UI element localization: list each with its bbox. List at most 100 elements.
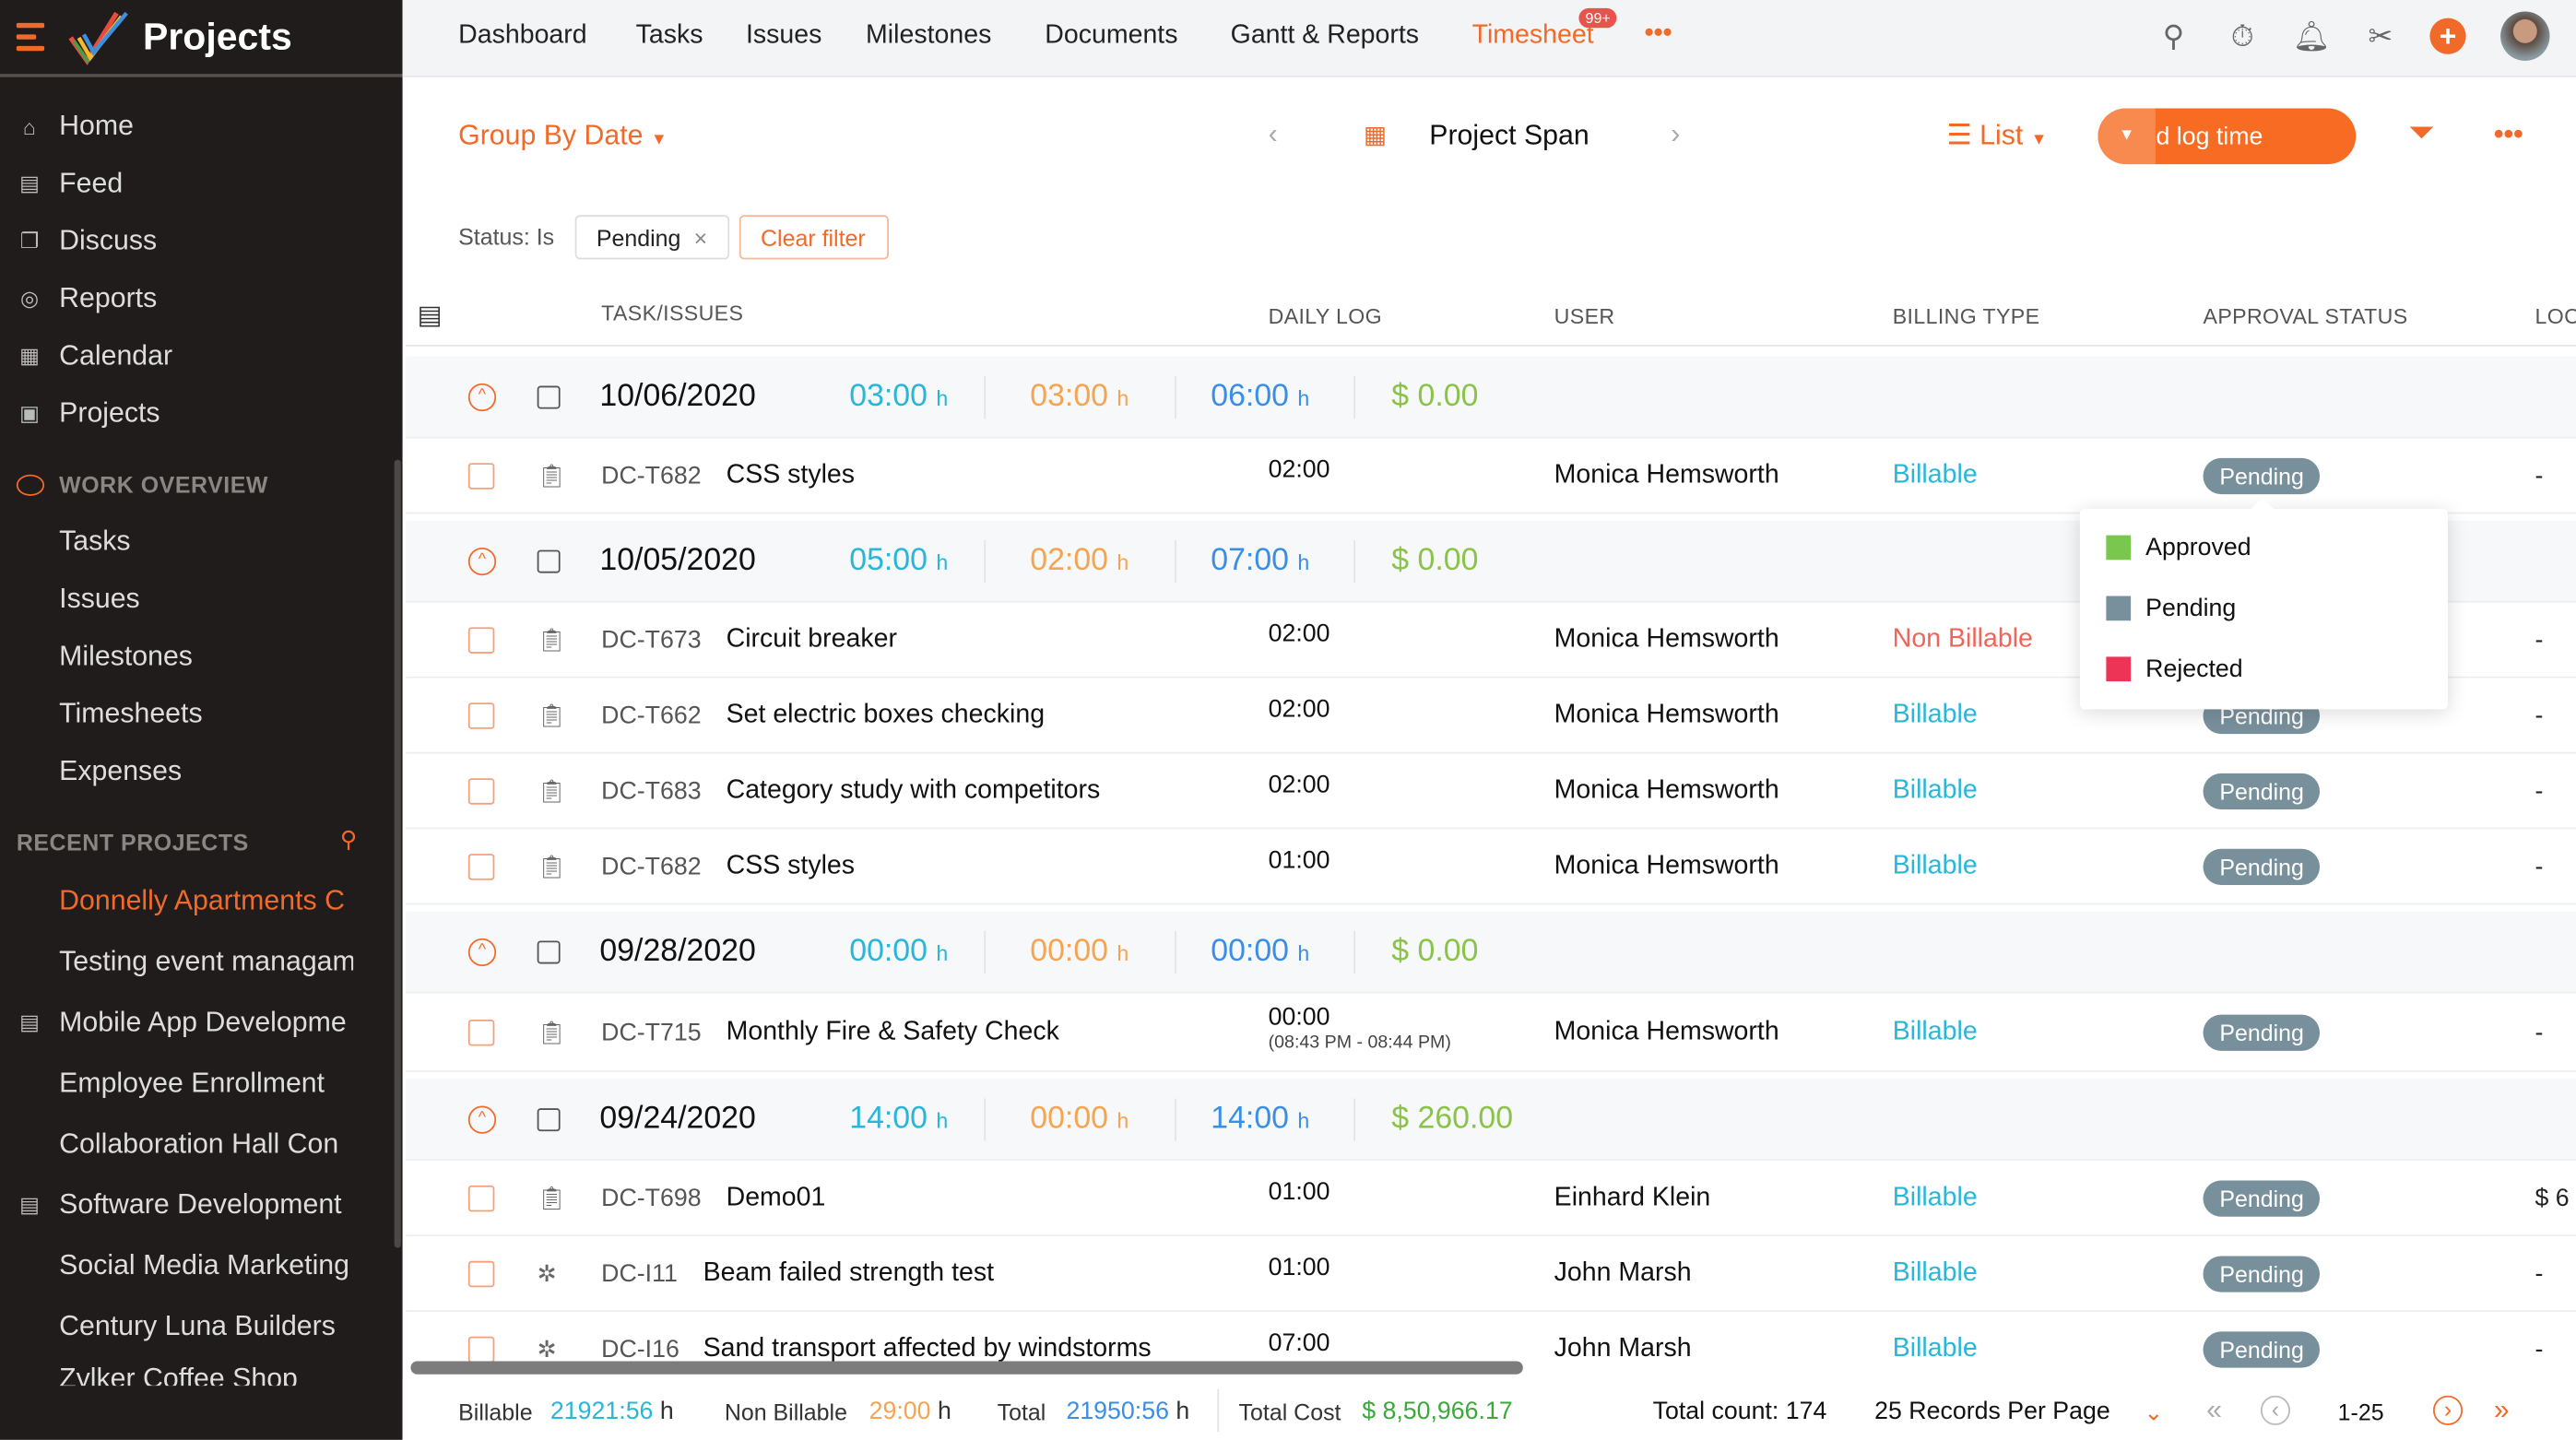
nav-timesheet[interactable]: Timesheet	[1471, 21, 1594, 50]
search-icon[interactable]: ⚲	[2162, 19, 2185, 53]
table-row[interactable]: 📋︎ DC-T683 Category study with competitors…	[406, 753, 2576, 830]
collapse-group-icon[interactable]: ^	[467, 937, 497, 966]
item-name[interactable]: Demo01	[726, 1183, 826, 1211]
nav-gantt-reports[interactable]: Gantt & Reports	[1230, 21, 1420, 50]
billing-type[interactable]: Billable	[1892, 1334, 1978, 1363]
item-name[interactable]: Set electric boxes checking	[726, 700, 1046, 728]
item-id[interactable]: DC-T715	[601, 1018, 702, 1046]
status-option-rejected[interactable]: Rejected	[2106, 655, 2243, 683]
row-checkbox[interactable]	[467, 1019, 495, 1045]
clear-filter-button[interactable]: Clear filter	[739, 215, 890, 260]
approval-status-badge[interactable]: Pending	[2203, 1013, 2321, 1050]
sidebar-scrollbar[interactable]	[394, 459, 401, 1248]
next-page-icon[interactable]: ›	[2432, 1395, 2464, 1425]
row-checkbox[interactable]	[467, 853, 495, 879]
first-page-icon[interactable]: «	[2206, 1394, 2222, 1425]
table-row[interactable]: 📋︎ DC-T698 Demo01 01:00 Einhard Klein Billabl…	[406, 1161, 2576, 1237]
add-log-dropdown-icon[interactable]: ▼	[2097, 108, 2156, 165]
nav-issues[interactable]: Issues	[745, 21, 822, 50]
more-options-button[interactable]: •••	[2493, 118, 2523, 150]
billing-type[interactable]: Billable	[1892, 460, 1978, 489]
timer-icon[interactable]: ⏱	[2230, 19, 2254, 53]
status-option-approved[interactable]: Approved	[2106, 534, 2251, 561]
work-overview-section[interactable]: WORK OVERVIEW	[16, 471, 268, 498]
horizontal-scrollbar[interactable]	[410, 1361, 1523, 1375]
sidebar-item-calendar[interactable]: ▦ Calendar	[0, 332, 395, 381]
item-name[interactable]: Beam failed strength test	[703, 1258, 995, 1287]
table-row[interactable]: 📋︎ DC-T682 CSS styles 02:00 Monica Hemsworth…	[406, 438, 2576, 514]
status-option-pending[interactable]: Pending	[2106, 595, 2236, 622]
recent-project-item[interactable]: Century Luna Builders	[0, 1302, 353, 1351]
group-by-dropdown[interactable]: Group By Date ▼	[458, 120, 667, 153]
item-name[interactable]: CSS styles	[726, 460, 856, 489]
sidebar-item-feed[interactable]: ▤ Feed	[0, 159, 395, 208]
chevron-down-icon[interactable]: ⌄	[2144, 1399, 2164, 1425]
recent-project-item[interactable]: ▤ Mobile App Developme	[0, 998, 353, 1047]
item-name[interactable]: Monthly Fire & Safety Check	[726, 1017, 1059, 1045]
hamburger-menu-icon[interactable]	[16, 22, 45, 52]
column-header[interactable]: BILLING TYPE	[1892, 303, 2040, 329]
item-id[interactable]: DC-T662	[601, 701, 702, 729]
nav-milestones[interactable]: Milestones	[866, 21, 992, 50]
billing-type[interactable]: Billable	[1892, 775, 1978, 804]
records-per-page[interactable]: 25 Records Per Page	[1874, 1397, 2110, 1425]
filter-chip[interactable]: Pending ×	[574, 215, 730, 260]
bell-icon[interactable]: 🔔︎	[2292, 19, 2331, 53]
column-header[interactable]: DAILY LOG	[1268, 303, 1383, 329]
filter-icon[interactable]: ⏷	[2408, 114, 2435, 151]
row-checkbox[interactable]	[467, 777, 495, 804]
more-nav-button[interactable]: •••	[1644, 19, 1672, 48]
row-checkbox[interactable]	[467, 626, 495, 653]
item-id[interactable]: DC-I16	[601, 1334, 679, 1363]
recent-project-item[interactable]: Social Media Marketing	[0, 1241, 353, 1290]
table-row[interactable]: ✲ DC-I16 Sand transport affected by windst…	[406, 1312, 2576, 1387]
period-label[interactable]: Project Span	[1429, 120, 1589, 151]
row-checkbox[interactable]	[467, 462, 495, 489]
sidebar-item-timesheets[interactable]: Timesheets	[59, 697, 203, 729]
column-header[interactable]: USER	[1554, 303, 1615, 329]
nav-tasks[interactable]: Tasks	[635, 21, 703, 50]
column-settings-icon[interactable]: ▤	[417, 301, 443, 330]
column-header[interactable]: TASK/ISSUES	[601, 300, 744, 325]
tools-icon[interactable]: ✂	[2368, 19, 2393, 53]
recent-project-item[interactable]: Testing event managam	[0, 938, 353, 986]
quick-add-icon[interactable]: +	[2429, 18, 2466, 54]
collapse-group-icon[interactable]: ^	[467, 547, 497, 575]
sidebar-item-home[interactable]: ⌂ Home	[0, 101, 395, 150]
item-id[interactable]: DC-T673	[601, 625, 702, 654]
nav-dashboard[interactable]: Dashboard	[458, 21, 587, 50]
approval-status-badge[interactable]: Pending	[2203, 1179, 2321, 1216]
billing-type[interactable]: Billable	[1892, 1017, 1978, 1045]
row-checkbox[interactable]	[467, 702, 495, 728]
item-id[interactable]: DC-I11	[601, 1259, 678, 1288]
sidebar-item-tasks[interactable]: Tasks	[59, 525, 131, 557]
item-name[interactable]: Category study with competitors	[726, 775, 1101, 804]
close-icon[interactable]: ×	[693, 224, 708, 251]
prev-period-button[interactable]: ‹	[1268, 118, 1278, 150]
recent-project-item[interactable]: Employee Enrollment	[0, 1059, 353, 1108]
recent-project-item[interactable]: ▤ Software Development	[0, 1181, 353, 1230]
item-id[interactable]: DC-T698	[601, 1184, 702, 1212]
approval-status-badge[interactable]: Pending	[2203, 1255, 2321, 1292]
sidebar-item-discuss[interactable]: ❐ Discuss	[0, 217, 395, 266]
add-log-time-button[interactable]: Add log time ▼	[2097, 108, 2357, 165]
avatar[interactable]	[2500, 11, 2550, 61]
item-name[interactable]: CSS styles	[726, 851, 856, 879]
recent-project-item[interactable]: Donnelly Apartments C	[0, 877, 353, 926]
view-dropdown[interactable]: ☰ List ▼	[1947, 120, 2048, 153]
search-projects-icon[interactable]: ⚲	[339, 825, 358, 853]
sidebar-item-projects[interactable]: ▣ Projects	[0, 389, 395, 438]
collapse-group-icon[interactable]: ^	[467, 382, 497, 411]
column-header[interactable]: APPROVAL STATUS	[2203, 303, 2408, 329]
billing-type[interactable]: Billable	[1892, 851, 1978, 879]
item-id[interactable]: DC-T682	[601, 852, 702, 880]
billing-type[interactable]: Non Billable	[1892, 624, 2033, 653]
item-name[interactable]: Sand transport affected by windstorms	[703, 1334, 1152, 1363]
collapse-icon[interactable]	[16, 473, 45, 495]
approval-status-badge[interactable]: Pending	[2203, 457, 2321, 494]
sidebar-item-reports[interactable]: ◎ Reports	[0, 274, 395, 323]
sidebar-item-expenses[interactable]: Expenses	[59, 755, 183, 787]
last-page-icon[interactable]: »	[2493, 1394, 2510, 1425]
approval-status-badge[interactable]: Pending	[2203, 847, 2321, 885]
table-row[interactable]: 📋︎ DC-T715 Monthly Fire & Safety Check 00:0…	[406, 993, 2576, 1072]
